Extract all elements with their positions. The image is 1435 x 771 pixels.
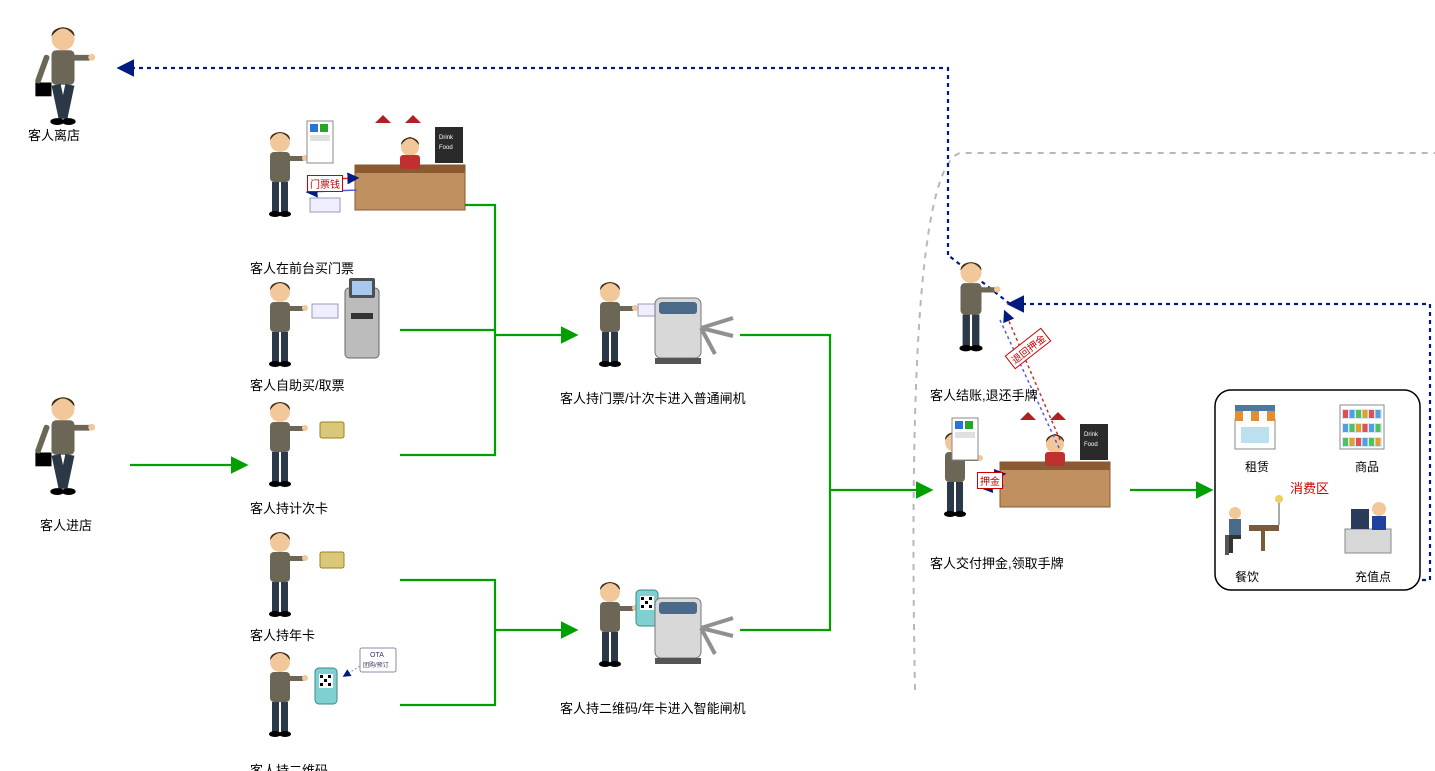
label-buy-front: 客人在前台买门票 <box>250 258 354 277</box>
svg-text:OTA: OTA <box>370 652 384 659</box>
label-gate-normal: 客人持门票/计次卡进入普通闸机 <box>560 388 746 407</box>
label-checkout: 客人结账,退还手牌 <box>930 385 1038 404</box>
label-food: 餐饮 <box>1235 568 1259 585</box>
svg-text:Food: Food <box>439 145 453 151</box>
svg-text:Drink: Drink <box>1084 432 1099 438</box>
label-guest-leave: 客人离店 <box>28 125 80 144</box>
svg-text:团购/预订: 团购/预订 <box>363 661 389 669</box>
tag-ticket-money: 门票钱 <box>307 175 343 192</box>
zone-title: 消费区 <box>1290 478 1329 497</box>
svg-text:Drink: Drink <box>439 135 454 141</box>
label-goods: 商品 <box>1355 458 1379 475</box>
label-guest-enter: 客人进店 <box>40 515 92 534</box>
label-deposit: 客人交付押金,领取手牌 <box>930 553 1064 572</box>
label-gate-smart: 客人持二维码/年卡进入智能闸机 <box>560 698 746 717</box>
svg-text:Food: Food <box>1084 442 1098 448</box>
label-hold-qr: 客人持二维码 <box>250 760 328 771</box>
tag-deposit: 押金 <box>977 472 1003 489</box>
label-recharge: 充值点 <box>1355 568 1391 585</box>
label-self-service: 客人自助买/取票 <box>250 375 345 394</box>
label-hold-count: 客人持计次卡 <box>250 498 328 517</box>
label-hold-year: 客人持年卡 <box>250 625 315 644</box>
label-rental: 租赁 <box>1245 458 1269 475</box>
